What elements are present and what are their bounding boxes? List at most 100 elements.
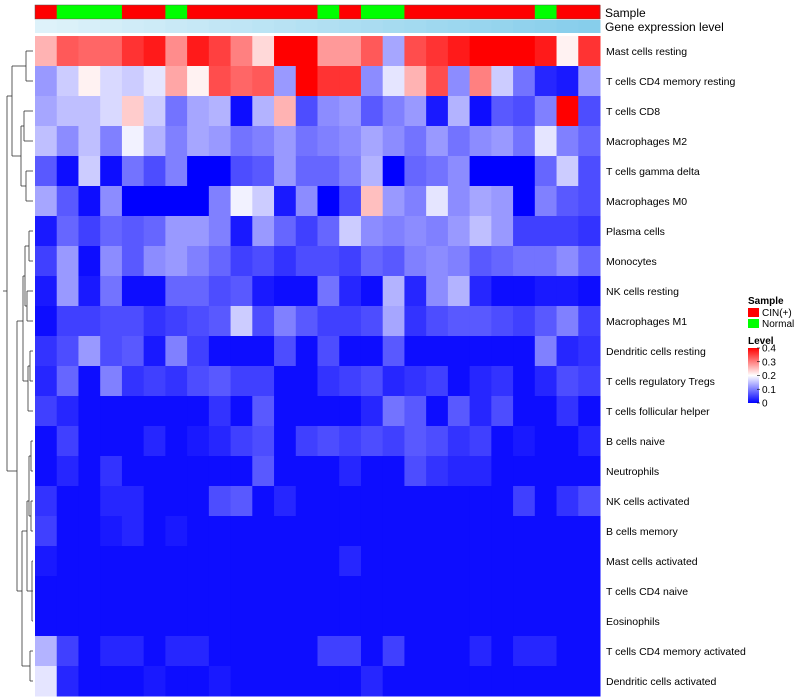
heatmap-cell	[491, 156, 514, 187]
heatmap-cell	[534, 456, 558, 487]
heatmap-cell	[230, 546, 253, 577]
sample-annotation-cell	[578, 5, 601, 19]
heatmap-cell	[121, 186, 145, 217]
heatmap-cell	[187, 126, 210, 157]
heatmap-cell	[274, 666, 297, 697]
heatmap-cell	[143, 426, 166, 457]
heatmap-cell	[230, 606, 253, 637]
heatmap-cell	[578, 486, 601, 517]
heatmap-cell	[556, 186, 579, 217]
heatmap-cell	[56, 246, 79, 277]
heatmap-cell	[56, 336, 79, 367]
expression-annotation-cell	[121, 20, 145, 33]
heatmap-cell	[426, 276, 449, 307]
heatmap-cell	[78, 246, 101, 277]
heatmap-cell	[513, 66, 536, 97]
heatmap-cell	[578, 156, 601, 187]
expression-annotation-cell	[317, 20, 340, 33]
heatmap-cell	[274, 36, 297, 67]
heatmap-cell	[556, 396, 579, 427]
heatmap-cell	[426, 96, 449, 127]
row-label: Neutrophils	[606, 466, 659, 478]
heatmap-cell	[252, 246, 275, 277]
heatmap-cell	[295, 156, 318, 187]
heatmap-cell	[252, 666, 275, 697]
heatmap-cell	[143, 36, 166, 67]
heatmap-cell	[295, 336, 318, 367]
heatmap-cell	[56, 276, 79, 307]
heatmap-cell	[404, 426, 427, 457]
heatmap-cell	[35, 126, 58, 157]
heatmap-cell	[556, 366, 579, 397]
heatmap-cell	[513, 456, 536, 487]
heatmap-cell	[360, 576, 384, 607]
heatmap-cell	[491, 246, 514, 277]
heatmap-cell	[382, 426, 405, 457]
heatmap-cell	[230, 456, 253, 487]
heatmap-cell	[274, 246, 297, 277]
heatmap-cell	[78, 546, 101, 577]
expression-annotation-cell	[165, 20, 188, 33]
expression-annotation-cell	[556, 20, 579, 33]
heatmap-cell	[534, 576, 558, 607]
heatmap-cell	[274, 606, 297, 637]
heatmap-cell	[274, 126, 297, 157]
heatmap-cell	[317, 36, 340, 67]
heatmap-cell	[78, 456, 101, 487]
heatmap-cell	[208, 636, 232, 667]
heatmap-cell	[317, 306, 340, 337]
heatmap-cell	[491, 666, 514, 697]
heatmap-cell	[469, 156, 492, 187]
heatmap-cell	[382, 666, 405, 697]
heatmap-cell	[339, 276, 362, 307]
heatmap-cell	[143, 186, 166, 217]
heatmap-cell	[252, 36, 275, 67]
heatmap-cell	[187, 186, 210, 217]
heatmap-cell	[317, 366, 340, 397]
heatmap-cell	[534, 306, 558, 337]
heatmap-cell	[382, 366, 405, 397]
heatmap-cell	[100, 66, 123, 97]
heatmap-cell	[447, 516, 471, 547]
heatmap-cell	[165, 156, 188, 187]
expression-annotation-cell	[274, 20, 297, 33]
heatmap-cell	[35, 276, 58, 307]
sample-annotation-label: Sample	[605, 6, 646, 20]
heatmap-cell	[447, 366, 471, 397]
heatmap-cell	[447, 606, 471, 637]
heatmap-cell	[578, 276, 601, 307]
heatmap-cell	[556, 336, 579, 367]
heatmap-cell	[382, 456, 405, 487]
heatmap-cell	[56, 426, 79, 457]
heatmap-cell	[578, 546, 601, 577]
heatmap-cell	[556, 216, 579, 247]
heatmap-cell	[295, 216, 318, 247]
heatmap-cell	[143, 306, 166, 337]
heatmap-cell	[491, 636, 514, 667]
sample-annotation-cell	[513, 5, 536, 19]
row-dendrogram	[3, 50, 33, 682]
heatmap-cell	[404, 66, 427, 97]
heatmap-cell	[556, 66, 579, 97]
heatmap-cell	[317, 486, 340, 517]
heatmap-cell	[534, 516, 558, 547]
heatmap-cell	[339, 66, 362, 97]
heatmap-cell	[295, 246, 318, 277]
heatmap-cell	[534, 606, 558, 637]
heatmap-cell	[404, 366, 427, 397]
heatmap-cell	[382, 396, 405, 427]
heatmap-cell	[556, 456, 579, 487]
heatmap-cell	[56, 126, 79, 157]
heatmap-cell	[447, 456, 471, 487]
heatmap-cell	[317, 126, 340, 157]
heatmap-cell	[534, 156, 558, 187]
heatmap-cell	[230, 576, 253, 607]
heatmap-cell	[165, 66, 188, 97]
heatmap-cell	[187, 156, 210, 187]
heatmap-cell	[208, 396, 232, 427]
heatmap-cell	[187, 306, 210, 337]
heatmap-cell	[447, 186, 471, 217]
heatmap-cell	[426, 636, 449, 667]
heatmap-cell	[578, 306, 601, 337]
heatmap-cell	[165, 36, 188, 67]
